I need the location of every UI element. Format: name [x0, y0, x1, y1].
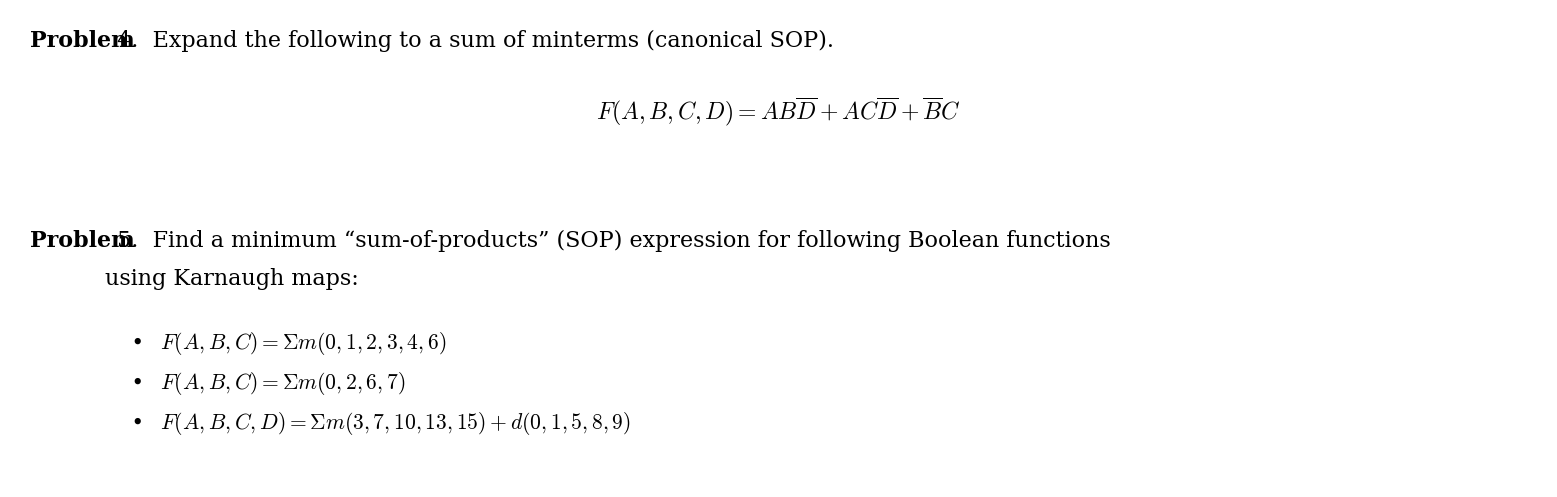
- Text: $F(A, B, C) = \Sigma m(0, 1, 2, 3, 4, 6)$: $F(A, B, C) = \Sigma m(0, 1, 2, 3, 4, 6)…: [160, 330, 447, 357]
- Text: $F(A, B, C, D) = \Sigma m(3, 7, 10, 13, 15) + d(0, 1, 5, 8, 9)$: $F(A, B, C, D) = \Sigma m(3, 7, 10, 13, …: [160, 410, 631, 437]
- Text: Problem: Problem: [30, 30, 135, 52]
- Text: $\bullet$: $\bullet$: [129, 370, 142, 392]
- Text: Problem: Problem: [30, 230, 135, 252]
- Text: 4.  Expand the following to a sum of minterms (canonical SOP).: 4. Expand the following to a sum of mint…: [111, 30, 835, 52]
- Text: 5.  Find a minimum “sum-of-products” (SOP) expression for following Boolean func: 5. Find a minimum “sum-of-products” (SOP…: [111, 230, 1110, 252]
- Text: $\bullet$: $\bullet$: [129, 330, 142, 352]
- Text: using Karnaugh maps:: using Karnaugh maps:: [104, 268, 358, 290]
- Text: $F(A, B, C, D) = AB\overline{D} + AC\overline{D} + \overline{B}C$: $F(A, B, C, D) = AB\overline{D} + AC\ove…: [596, 95, 961, 128]
- Text: $F(A, B, C) = \Sigma m(0, 2, 6, 7)$: $F(A, B, C) = \Sigma m(0, 2, 6, 7)$: [160, 370, 405, 397]
- Text: $\bullet$: $\bullet$: [129, 410, 142, 432]
